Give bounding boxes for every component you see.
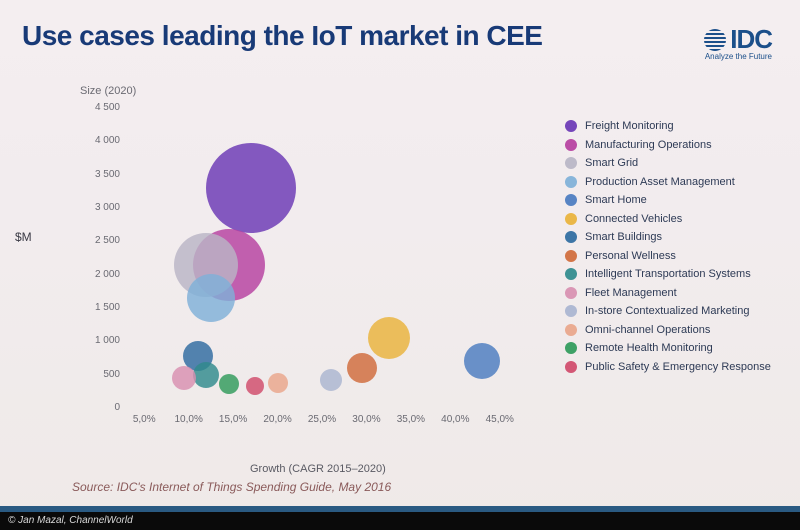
legend-dot-icon: [565, 139, 577, 151]
legend-item: Smart Buildings: [565, 231, 780, 243]
slide: Use cases leading the IoT market in CEE …: [0, 0, 800, 530]
bubble: [206, 143, 296, 233]
y-axis-unit: $M: [15, 230, 32, 244]
x-axis-title: Growth (CAGR 2015–2020): [250, 463, 386, 475]
x-tick-label: 35,0%: [397, 414, 425, 425]
legend-label: Omni-channel Operations: [585, 324, 710, 336]
bubble: [246, 377, 264, 395]
idc-logo: IDC Analyze the Future: [704, 24, 772, 55]
legend-label: Public Safety & Emergency Response: [585, 361, 771, 373]
legend-dot-icon: [565, 231, 577, 243]
legend-dot-icon: [565, 287, 577, 299]
legend-item: Smart Grid: [565, 157, 780, 169]
legend-label: Smart Buildings: [585, 231, 662, 243]
legend-item: Connected Vehicles: [565, 213, 780, 225]
legend-item: Smart Home: [565, 194, 780, 206]
x-tick-label: 25,0%: [308, 414, 336, 425]
legend-label: Freight Monitoring: [585, 120, 674, 132]
y-tick-label: 500: [80, 369, 120, 380]
legend-dot-icon: [565, 120, 577, 132]
legend-label: Smart Grid: [585, 157, 638, 169]
legend-label: Personal Wellness: [585, 250, 676, 262]
x-tick-label: 30,0%: [352, 414, 380, 425]
x-tick-label: 45,0%: [486, 414, 514, 425]
legend-dot-icon: [565, 213, 577, 225]
x-tick-label: 10,0%: [174, 414, 202, 425]
bubble: [347, 353, 377, 383]
legend-label: Connected Vehicles: [585, 213, 682, 225]
y-tick-label: 1 000: [80, 335, 120, 346]
legend-label: In-store Contextualized Marketing: [585, 305, 749, 317]
legend-item: Intelligent Transportation Systems: [565, 268, 780, 280]
logo-tagline: Analyze the Future: [705, 52, 772, 61]
legend-dot-icon: [565, 176, 577, 188]
bubble: [193, 362, 219, 388]
legend-item: Production Asset Management: [565, 176, 780, 188]
bubble: [219, 374, 239, 394]
bubble: [268, 373, 288, 393]
legend-label: Fleet Management: [585, 287, 677, 299]
x-tick-label: 15,0%: [219, 414, 247, 425]
legend-dot-icon: [565, 157, 577, 169]
legend-item: Omni-channel Operations: [565, 324, 780, 336]
bubble: [320, 369, 342, 391]
legend-dot-icon: [565, 324, 577, 336]
legend-label: Manufacturing Operations: [585, 139, 712, 151]
bubble: [368, 317, 410, 359]
x-tick-label: 40,0%: [441, 414, 469, 425]
y-axis-title: Size (2020): [80, 85, 136, 97]
legend-item: Remote Health Monitoring: [565, 342, 780, 354]
legend-item: Freight Monitoring: [565, 120, 780, 132]
legend-label: Intelligent Transportation Systems: [585, 268, 751, 280]
bubble-chart: Size (2020) $M Growth (CAGR 2015–2020) 0…: [50, 90, 540, 445]
legend-dot-icon: [565, 342, 577, 354]
y-tick-label: 0: [80, 402, 120, 413]
legend-label: Remote Health Monitoring: [585, 342, 713, 354]
slide-title: Use cases leading the IoT market in CEE: [22, 20, 542, 52]
footer-bar: © Jan Mazal, ChannelWorld: [0, 506, 800, 530]
legend-item: Fleet Management: [565, 287, 780, 299]
y-tick-label: 2 500: [80, 235, 120, 246]
bubble: [187, 274, 235, 322]
legend-dot-icon: [565, 361, 577, 373]
plot-area: [122, 108, 522, 408]
source-note: Source: IDC's Internet of Things Spendin…: [72, 480, 391, 494]
globe-icon: [704, 29, 726, 51]
legend-dot-icon: [565, 268, 577, 280]
legend-item: Personal Wellness: [565, 250, 780, 262]
x-tick-label: 5,0%: [133, 414, 156, 425]
y-tick-label: 4 000: [80, 135, 120, 146]
legend-label: Production Asset Management: [585, 176, 735, 188]
photo-credit: © Jan Mazal, ChannelWorld: [8, 515, 133, 526]
legend-dot-icon: [565, 194, 577, 206]
legend-dot-icon: [565, 305, 577, 317]
legend: Freight Monitoring Manufacturing Operatio…: [565, 120, 780, 379]
legend-item: Public Safety & Emergency Response: [565, 361, 780, 373]
y-tick-label: 3 500: [80, 169, 120, 180]
logo-name: IDC: [730, 24, 772, 55]
y-tick-label: 1 500: [80, 302, 120, 313]
bubble: [464, 343, 500, 379]
x-tick-label: 20,0%: [263, 414, 291, 425]
y-tick-label: 3 000: [80, 202, 120, 213]
y-tick-label: 2 000: [80, 269, 120, 280]
legend-item: In-store Contextualized Marketing: [565, 305, 780, 317]
bubble: [172, 366, 196, 390]
legend-dot-icon: [565, 250, 577, 262]
legend-item: Manufacturing Operations: [565, 139, 780, 151]
legend-label: Smart Home: [585, 194, 647, 206]
y-tick-label: 4 500: [80, 102, 120, 113]
